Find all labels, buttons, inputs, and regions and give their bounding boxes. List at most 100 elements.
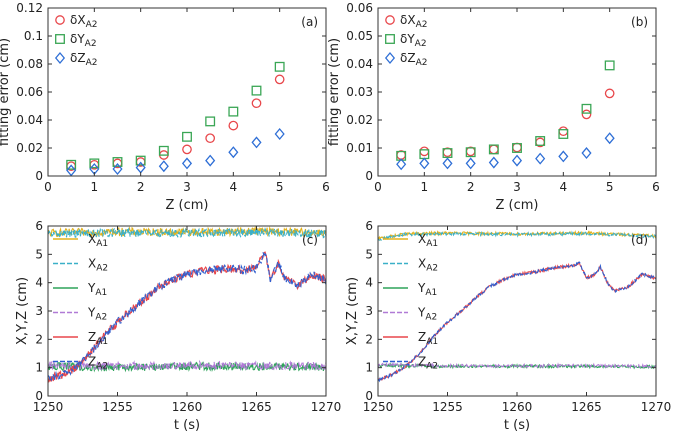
- y-tick-label: 0: [365, 169, 373, 183]
- data-point-square: [182, 131, 192, 142]
- x-tick-label: 2: [467, 180, 475, 194]
- x-tick-label: 3: [513, 180, 521, 194]
- plot-area: [48, 226, 326, 383]
- panel-c: 1250 1255 1260 1265 1270 0 1 2 3 4 5 6 t (s) X,Y,Z (c…: [15, 219, 341, 433]
- series-line-ya1: [48, 361, 326, 373]
- legend-label: ZA1: [88, 330, 108, 347]
- data-point-square: [512, 143, 522, 153]
- data-point-diamond: [535, 152, 546, 165]
- y-tick-label: 0.08: [16, 57, 43, 71]
- panel-tag: (b): [631, 15, 648, 29]
- legend-label: δYA2: [70, 32, 97, 49]
- panel-tag: (d): [631, 233, 648, 247]
- y-tick-label: 3: [365, 304, 373, 318]
- data-point-diamond: [465, 157, 476, 170]
- x-tick-label: 0: [44, 180, 52, 194]
- y-tick-label: 6: [365, 219, 373, 233]
- series-line-ya2: [378, 361, 656, 370]
- x-axis-label: t (s): [504, 418, 530, 433]
- legend-label: δYA2: [400, 32, 427, 49]
- legend: δXA2 δYA2 δZA2: [54, 13, 97, 68]
- data-point-diamond: [604, 132, 615, 145]
- series-line-ya1: [378, 362, 656, 370]
- x-tick-label: 5: [606, 180, 614, 194]
- legend-label: YA1: [87, 281, 107, 298]
- legend-label: ZA2: [418, 355, 438, 372]
- data-point-square: [228, 106, 239, 117]
- data-point-circle: [228, 120, 239, 131]
- legend-marker-circle: [385, 15, 395, 25]
- panel-d: 1250 1255 1260 1265 1270 0 1 2 3 4 5 6 t (s) X,Y,Z (c…: [345, 219, 671, 433]
- y-tick-label: 0.12: [16, 1, 43, 15]
- legend-marker-diamond: [54, 51, 66, 65]
- y-tick-label: 0.04: [16, 113, 43, 127]
- x-axis-label: Z (cm): [166, 198, 209, 213]
- data-point-square: [205, 116, 216, 127]
- panel-a: 0 1 2 3 4 5 6 0 0.02 0.04 0.06 0.08 0.1 0.12 Z (cm) fit…: [0, 1, 330, 213]
- data-point-circle: [558, 126, 569, 137]
- x-tick-label: 1260: [502, 400, 533, 414]
- legend-marker-circle: [55, 15, 65, 25]
- x-tick-label: 1260: [172, 400, 203, 414]
- y-tick-label: 6: [35, 219, 43, 233]
- legend: XA1 XA2 YA1 YA2 ZA1 ZA2: [53, 232, 108, 372]
- data-point-square: [274, 61, 285, 72]
- data-point-square: [581, 103, 592, 114]
- legend: δXA2 δYA2 δZA2: [384, 13, 427, 68]
- data-point-circle: [205, 133, 216, 144]
- legend-label: XA1: [418, 232, 438, 249]
- y-tick-label: 1: [365, 361, 373, 375]
- y-tick-label: 4: [365, 276, 373, 290]
- y-tick-label: 0.04: [346, 57, 373, 71]
- data-point-circle: [488, 144, 499, 155]
- data-point-diamond: [581, 147, 592, 160]
- x-tick-label: 1255: [432, 400, 463, 414]
- series-line-xa2: [48, 227, 326, 240]
- y-tick-label: 2: [365, 332, 373, 346]
- data-point-diamond: [558, 150, 569, 163]
- x-axis-label: t (s): [174, 418, 200, 433]
- panel-b: 0 1 2 3 4 5 6 0 0.01 0.02 0.03 0.04 0.05 0.06 Z (cm) fi…: [327, 1, 660, 213]
- y-tick-label: 0.01: [346, 141, 373, 155]
- series-line-za2: [378, 261, 656, 383]
- y-tick-label: 0.02: [346, 113, 373, 127]
- data-point-square: [89, 158, 100, 169]
- legend-label: XA1: [88, 232, 108, 249]
- y-tick-label: 0.06: [346, 1, 373, 15]
- panel-tag: (c): [302, 233, 318, 247]
- data-point-diamond: [205, 154, 216, 167]
- data-point-diamond: [181, 157, 193, 170]
- legend-label: ZA1: [418, 330, 438, 347]
- y-tick-label: 0.06: [16, 85, 43, 99]
- y-tick-label: 0.02: [16, 141, 43, 155]
- x-tick-label: 6: [322, 180, 330, 194]
- data-point-diamond: [488, 156, 499, 169]
- y-tick-label: 0: [365, 389, 373, 403]
- data-point-square: [158, 145, 169, 156]
- data-point-diamond: [396, 158, 407, 171]
- legend-marker-square: [385, 34, 395, 44]
- data-point-circle: [274, 74, 285, 85]
- y-tick-label: 0.05: [346, 29, 373, 43]
- axes-frame: [47, 7, 327, 177]
- x-tick-label: 0: [374, 180, 382, 194]
- x-tick-label: 1: [91, 180, 99, 194]
- data-point-square: [535, 136, 546, 146]
- y-tick-label: 5: [365, 247, 373, 261]
- y-tick-label: 3: [35, 304, 43, 318]
- x-tick-label: 4: [560, 180, 568, 194]
- data-point-diamond: [66, 164, 77, 176]
- data-point-diamond: [158, 160, 169, 173]
- x-tick-label: 6: [652, 180, 660, 194]
- x-tick-label: 1270: [641, 400, 672, 414]
- panel-tag: (a): [301, 15, 318, 29]
- series-line-xa2: [378, 230, 656, 242]
- data-point-diamond: [251, 136, 262, 149]
- legend-label: δXA2: [70, 13, 97, 30]
- y-tick-label: 0.1: [24, 29, 43, 43]
- data-point-circle: [512, 142, 522, 153]
- x-tick-label: 1270: [311, 400, 342, 414]
- data-point-square: [442, 148, 453, 158]
- series-line-ya2: [48, 359, 326, 372]
